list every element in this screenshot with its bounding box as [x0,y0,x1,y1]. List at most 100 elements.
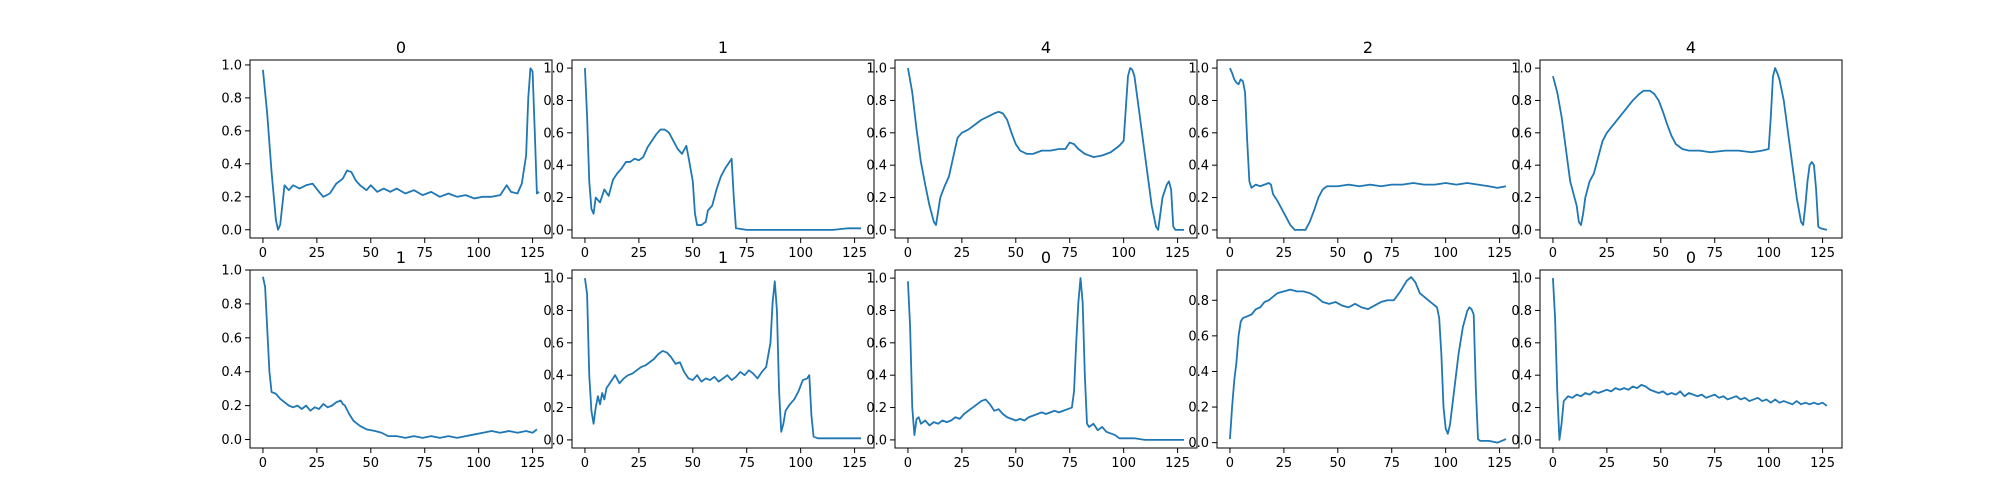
y-tick-label: 0.8 [543,304,564,319]
subplot-title: 4 [1041,38,1051,57]
x-tick-label: 75 [416,456,433,471]
series-line [262,67,540,231]
y-tick-label: 0.0 [221,223,242,238]
x-tick-label: 50 [1653,456,1670,471]
y-tick-label: 0.0 [866,433,887,448]
x-tick-label: 75 [1383,246,1400,261]
y-tick-label: 0.8 [221,297,242,312]
y-tick-label: 1.0 [1188,62,1209,77]
x-tick-label: 50 [1330,246,1347,261]
x-tick-label: 125 [842,246,867,261]
y-tick-label: 0.6 [1511,126,1532,141]
axes-frame [1539,59,1843,239]
subplot: 0 25 50 75 100 125 0.0 0.2 0.4 0.6 0.8 1.0 1 [543,38,875,261]
y-tick-label: 0.0 [1511,433,1532,448]
x-tick-label: 100 [1433,456,1458,471]
y-tick-label: 1.0 [1511,272,1532,287]
series-line [907,67,1185,231]
x-tick-label: 0 [904,456,912,471]
x-tick-label: 100 [466,246,491,261]
x-tick-label: 100 [788,456,813,471]
y-tick-label: 0.0 [1511,223,1532,238]
y-tick-label: 0.8 [866,94,887,109]
x-tick-label: 100 [788,246,813,261]
x-tick-label: 50 [1008,456,1025,471]
x-tick-label: 50 [1330,456,1347,471]
x-tick-label: 50 [1653,246,1670,261]
y-tick-label: 0.4 [543,369,564,384]
x-tick-label: 25 [954,246,971,261]
subplot: 0 25 50 75 100 125 0.0 0.2 0.4 0.6 0.8 0 [1188,248,1520,471]
y-tick-label: 0.4 [543,159,564,174]
x-tick-label: 0 [259,246,267,261]
subplot-title: 1 [396,248,406,267]
y-tick-label: 0.0 [1188,436,1209,451]
y-tick-label: 0.2 [221,190,242,205]
y-tick-label: 0.6 [1188,126,1209,141]
y-tick-label: 0.6 [1511,336,1532,351]
y-tick-label: 0.8 [1511,94,1532,109]
y-tick-label: 0.2 [1188,191,1209,206]
x-tick-label: 100 [1433,246,1458,261]
x-tick-label: 75 [738,456,755,471]
x-tick-label: 25 [309,246,326,261]
x-tick-label: 75 [1706,246,1723,261]
x-tick-label: 25 [1599,456,1616,471]
x-tick-label: 25 [1276,456,1293,471]
y-tick-label: 0.6 [1188,329,1209,344]
subplot-title: 1 [718,38,728,57]
x-tick-label: 125 [1810,246,1835,261]
axes-frame [1216,269,1520,449]
y-tick-label: 0.8 [1188,294,1209,309]
x-tick-label: 75 [1061,246,1078,261]
y-tick-label: 0.4 [1511,159,1532,174]
y-tick-label: 0.4 [866,159,887,174]
series-line [584,277,862,440]
y-tick-label: 0.2 [221,399,242,414]
y-tick-label: 0.4 [221,157,242,172]
subplot: 0 25 50 75 100 125 0.0 0.2 0.4 0.6 0.8 1.0 2 [1188,38,1520,261]
y-tick-label: 0.6 [221,124,242,139]
y-tick-label: 0.8 [1188,94,1209,109]
x-tick-label: 25 [1276,246,1293,261]
x-tick-label: 0 [1549,246,1557,261]
y-tick-label: 0.4 [221,365,242,380]
x-tick-label: 50 [1008,246,1025,261]
y-tick-label: 0.0 [543,433,564,448]
x-tick-label: 100 [466,456,491,471]
y-tick-label: 0.8 [221,91,242,106]
subplot-title: 0 [1363,248,1373,267]
y-tick-label: 1.0 [866,62,887,77]
x-tick-label: 75 [416,246,433,261]
y-tick-label: 1.0 [221,264,242,279]
x-tick-label: 0 [259,456,267,471]
x-tick-label: 25 [1599,246,1616,261]
x-tick-label: 50 [685,246,702,261]
series-line [1229,67,1507,231]
y-tick-label: 0.4 [1511,369,1532,384]
y-tick-label: 0.2 [1511,191,1532,206]
subplot: 0 25 50 75 100 125 0.0 0.2 0.4 0.6 0.8 1.0 1 [543,248,875,471]
y-tick-label: 0.2 [1188,401,1209,416]
y-tick-label: 0.6 [543,126,564,141]
series-line [1552,278,1828,441]
subplot: 0 25 50 75 100 125 0.0 0.2 0.4 0.6 0.8 1.0 4 [866,38,1198,261]
y-tick-label: 0.8 [866,304,887,319]
y-tick-label: 0.4 [1188,365,1209,380]
x-tick-label: 100 [1756,456,1781,471]
x-tick-label: 100 [1111,456,1136,471]
x-tick-label: 25 [631,246,648,261]
axes-frame [249,59,553,239]
y-tick-label: 0.6 [543,336,564,351]
axes-frame [1216,59,1520,239]
x-tick-label: 125 [1165,456,1190,471]
subplot: 0 25 50 75 100 125 0.0 0.2 0.4 0.6 0.8 1.0 1 [221,248,553,471]
x-tick-label: 25 [631,456,648,471]
x-tick-label: 75 [1061,456,1078,471]
y-tick-label: 0.6 [866,336,887,351]
axes-frame [249,269,553,449]
y-tick-label: 0.4 [1188,159,1209,174]
subplot-title: 4 [1686,38,1696,57]
series-line [1229,276,1507,444]
